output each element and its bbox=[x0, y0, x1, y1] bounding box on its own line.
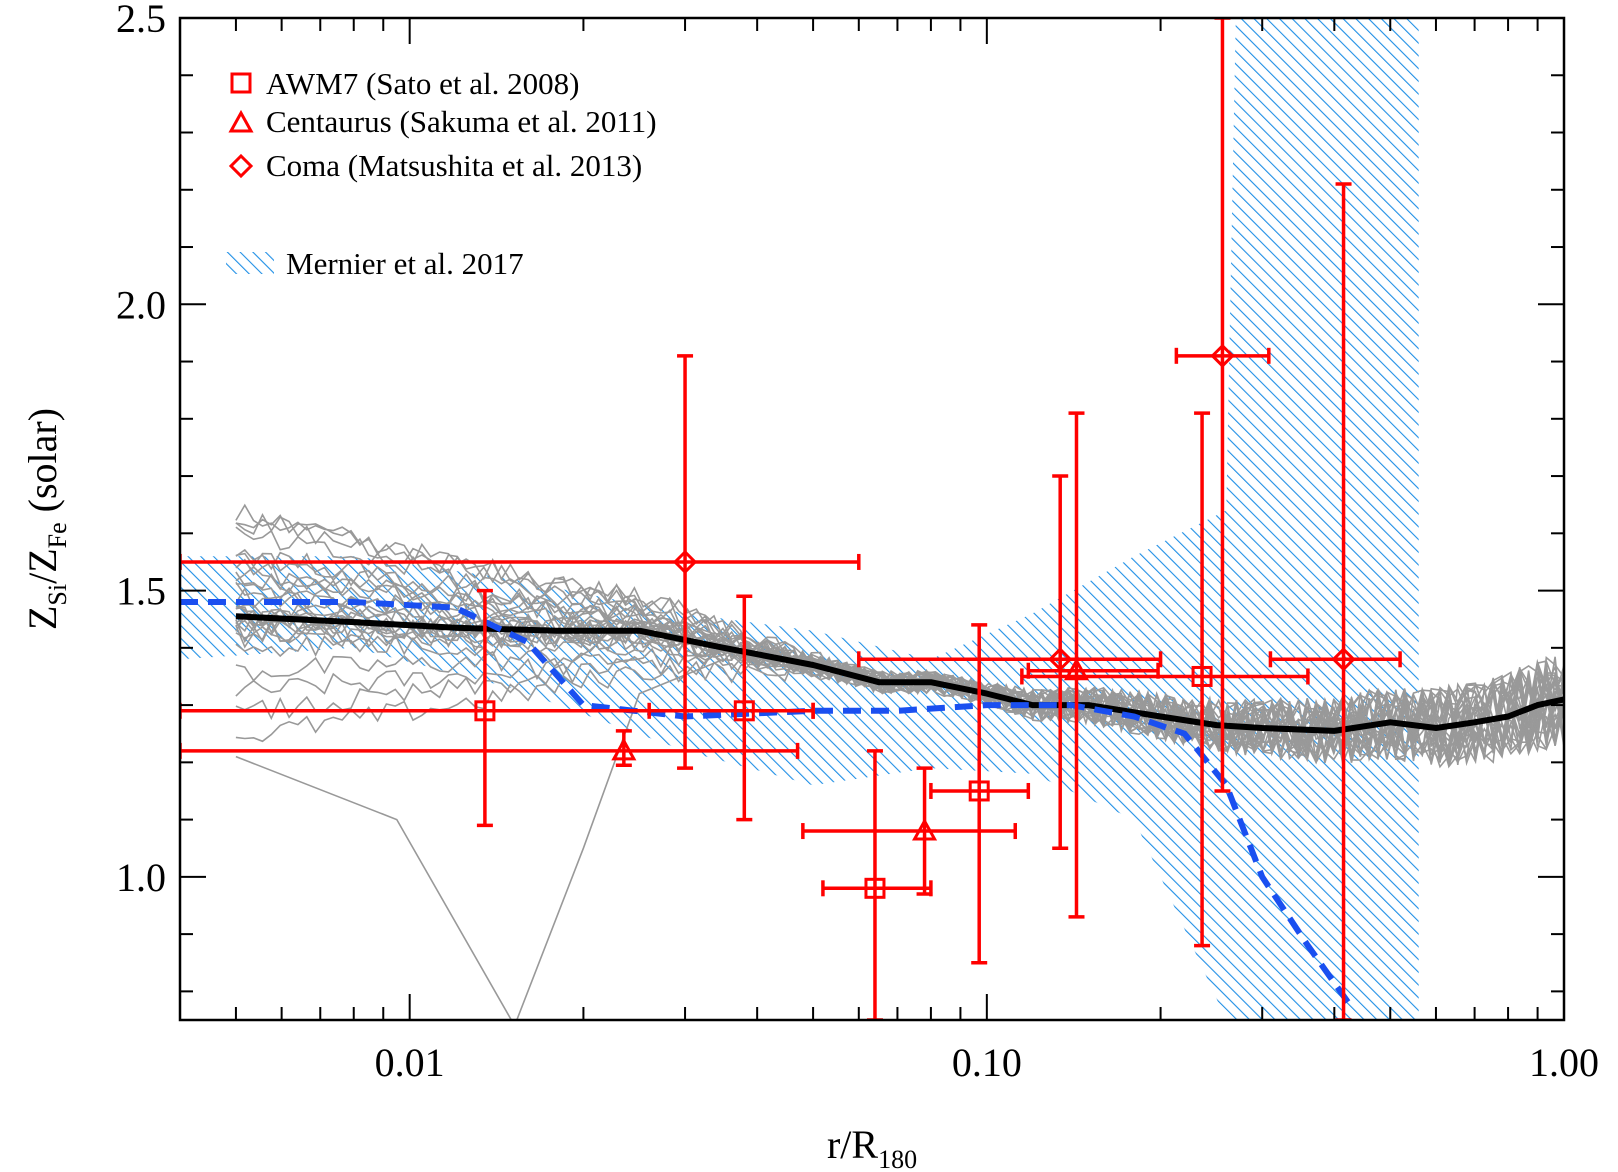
x-axis-title: r/R180 bbox=[827, 1122, 917, 1172]
y-tick-label: 2.0 bbox=[116, 282, 166, 327]
y-tick-label: 1.0 bbox=[116, 855, 166, 900]
y-tick-label: 2.5 bbox=[116, 0, 166, 41]
marker-square bbox=[864, 877, 886, 899]
y-axis-title-z1: Z bbox=[20, 606, 65, 630]
y-axis-title-sep: /Z bbox=[20, 548, 65, 584]
y-axis-title-sub2: Fe bbox=[43, 522, 72, 548]
legend-label-awm7: AWM7 (Sato et al. 2008) bbox=[266, 66, 579, 101]
data-point-diamond bbox=[1268, 182, 1402, 1020]
legend-label-coma: Coma (Matsushita et al. 2013) bbox=[266, 148, 642, 183]
y-tick-label: 1.5 bbox=[116, 569, 166, 614]
y-axis-title: ZSi/ZFe (solar) bbox=[20, 408, 72, 630]
mernier-band bbox=[180, 18, 1419, 1020]
mernier-fit-layer bbox=[180, 599, 1355, 1011]
data-point-diamond bbox=[1174, 18, 1271, 793]
marker-triangle bbox=[1063, 657, 1090, 681]
marker-square bbox=[1191, 665, 1213, 687]
marker-diamond bbox=[1210, 343, 1235, 368]
plot-frame bbox=[178, 16, 1566, 1022]
marker-triangle bbox=[611, 737, 637, 761]
y-axis-title-suffix: (solar) bbox=[20, 408, 65, 522]
marker-diamond bbox=[672, 549, 698, 575]
data-point-diamond bbox=[857, 474, 1163, 850]
marker-square bbox=[474, 700, 496, 722]
x-tick-label: 1.00 bbox=[1529, 1040, 1599, 1085]
legend-marker-square bbox=[230, 72, 252, 94]
x-axis-title-sub: 180 bbox=[878, 1145, 917, 1172]
legend-marker-hatch bbox=[226, 252, 274, 274]
x-axis-title-main: r/R bbox=[827, 1122, 878, 1167]
data-point-diamond bbox=[180, 354, 861, 770]
mernier-band-layer bbox=[180, 18, 1419, 1020]
x-tick-label: 0.01 bbox=[375, 1040, 445, 1085]
marker-square bbox=[968, 780, 990, 802]
y-axis-title-sub1: Si bbox=[43, 584, 72, 606]
legend-label-centaurus: Centaurus (Sakuma et al. 2011) bbox=[266, 104, 657, 139]
axes-frame bbox=[178, 16, 1566, 1022]
observational-data-layer bbox=[180, 18, 1402, 1020]
x-tick-label: 0.10 bbox=[952, 1040, 1022, 1085]
legend-marker-diamond bbox=[228, 153, 254, 179]
legend-marker-triangle bbox=[228, 109, 254, 133]
data-point-triangle bbox=[801, 766, 1017, 896]
data-point-square bbox=[929, 623, 1031, 965]
marker-triangle bbox=[912, 817, 938, 841]
data-point-square bbox=[821, 749, 933, 1020]
legend: AWM7 (Sato et al. 2008) Centaurus (Sakum… bbox=[226, 66, 657, 281]
mernier-fit-line bbox=[180, 599, 1355, 1011]
marker-square bbox=[733, 700, 755, 722]
data-point-triangle bbox=[180, 729, 800, 767]
tick-labels: 0.01 0.10 1.00 1.0 1.5 2.0 2.5 bbox=[116, 0, 1599, 1085]
marker-diamond bbox=[1048, 647, 1073, 672]
data-point-triangle bbox=[1026, 411, 1160, 919]
legend-label-mernier: Mernier et al. 2017 bbox=[286, 246, 524, 281]
data-point-square bbox=[647, 594, 815, 822]
data-point-square bbox=[1020, 411, 1310, 948]
simulation-profile bbox=[235, 658, 725, 1020]
marker-diamond bbox=[1331, 647, 1356, 672]
